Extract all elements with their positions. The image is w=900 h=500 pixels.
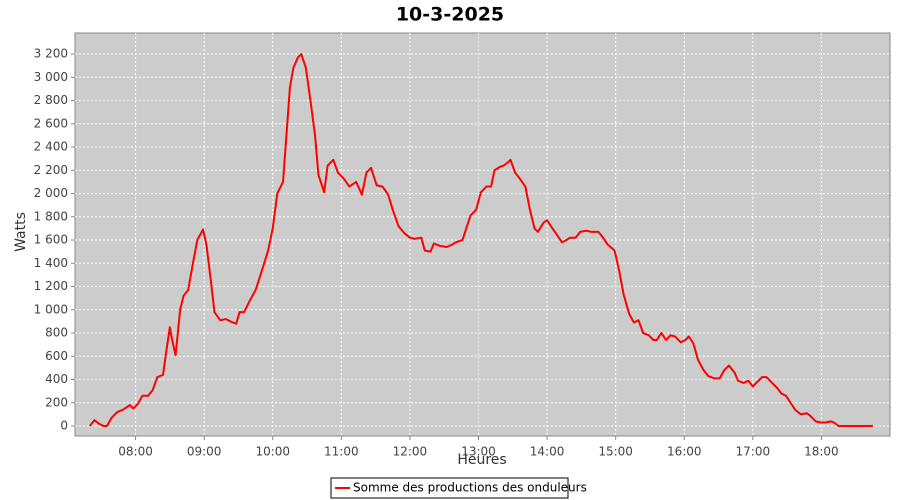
y-tick-label: 3 000 (34, 70, 68, 84)
y-tick-label: 2 400 (34, 140, 68, 154)
y-tick-label: 2 200 (34, 163, 68, 177)
y-tick-label: 1 600 (34, 233, 68, 247)
legend-label: Somme des productions des onduleurs (353, 481, 587, 495)
x-tick-label: 10:00 (255, 445, 290, 459)
y-tick-label: 400 (45, 372, 68, 386)
x-tick-label: 14:00 (530, 445, 565, 459)
y-tick-label: 2 000 (34, 186, 68, 200)
x-tick-label: 17:00 (736, 445, 771, 459)
y-tick-label: 2 800 (34, 93, 68, 107)
x-axis-label: Heures (457, 452, 506, 468)
legend (330, 477, 569, 499)
y-tick-label: 600 (45, 349, 68, 363)
y-tick-label: 0 (60, 419, 68, 433)
x-tick-label: 11:00 (324, 445, 359, 459)
y-tick-label: 200 (45, 395, 68, 409)
x-tick-label: 08:00 (118, 445, 153, 459)
y-tick-label: 3 200 (34, 47, 68, 61)
y-tick-label: 800 (45, 326, 68, 340)
x-tick-label: 18:00 (804, 445, 839, 459)
y-tick-label: 1 200 (34, 279, 68, 293)
y-tick-label: 1 800 (34, 209, 68, 223)
x-tick-label: 09:00 (187, 445, 222, 459)
y-tick-label: 1 000 (34, 302, 68, 316)
y-tick-label: 1 400 (34, 256, 68, 270)
x-tick-label: 15:00 (598, 445, 633, 459)
x-tick-label: 16:00 (667, 445, 702, 459)
y-tick-label: 2 600 (34, 116, 68, 130)
data-line (89, 53, 873, 428)
plot-area (74, 32, 891, 437)
x-tick-label: 12:00 (393, 445, 428, 459)
chart-title: 10-3-2025 (396, 4, 504, 26)
y-axis-label: Watts (13, 212, 29, 252)
x-tick-label: 13:00 (461, 445, 496, 459)
